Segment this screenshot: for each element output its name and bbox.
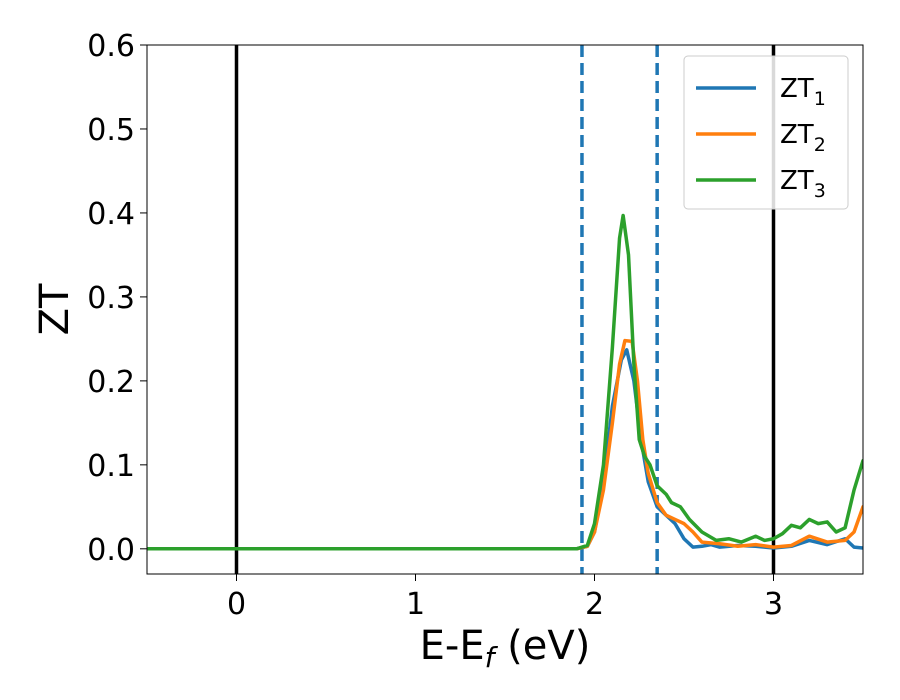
legend-label-zt1: ZT1 — [780, 74, 826, 110]
legend-label-zt2: ZT2 — [780, 120, 826, 156]
legend-box — [683, 55, 849, 210]
y-tick-label: 0.6 — [87, 29, 135, 64]
series-line-zt1 — [147, 348, 863, 551]
x-tick-label: 1 — [406, 587, 425, 622]
x-axis-label: E-Ef (eV) — [420, 623, 591, 674]
y-tick-label: 0.0 — [87, 533, 135, 568]
series-line-zt3 — [147, 213, 863, 551]
axes-frame — [146, 44, 864, 575]
y-axis-label: ZT — [32, 283, 78, 335]
y-tick-label: 0.5 — [87, 113, 135, 148]
y-tick-label: 0.1 — [87, 449, 135, 484]
legend-label-zt3: ZT3 — [780, 166, 826, 202]
x-tick-label: 2 — [585, 587, 604, 622]
y-tick-label: 0.2 — [87, 365, 135, 400]
y-tick-label: 0.3 — [87, 281, 135, 316]
legend: ZT1 ZT2 ZT3 — [683, 55, 849, 210]
x-tick-label: 3 — [764, 587, 783, 622]
tick-group: 0.0 0.1 0.2 0.3 0.4 0.5 0.6 0 1 2 3 — [87, 29, 783, 622]
y-tick-label: 0.4 — [87, 197, 135, 232]
x-tick-label: 0 — [227, 587, 246, 622]
series-line-zt2 — [147, 338, 863, 551]
